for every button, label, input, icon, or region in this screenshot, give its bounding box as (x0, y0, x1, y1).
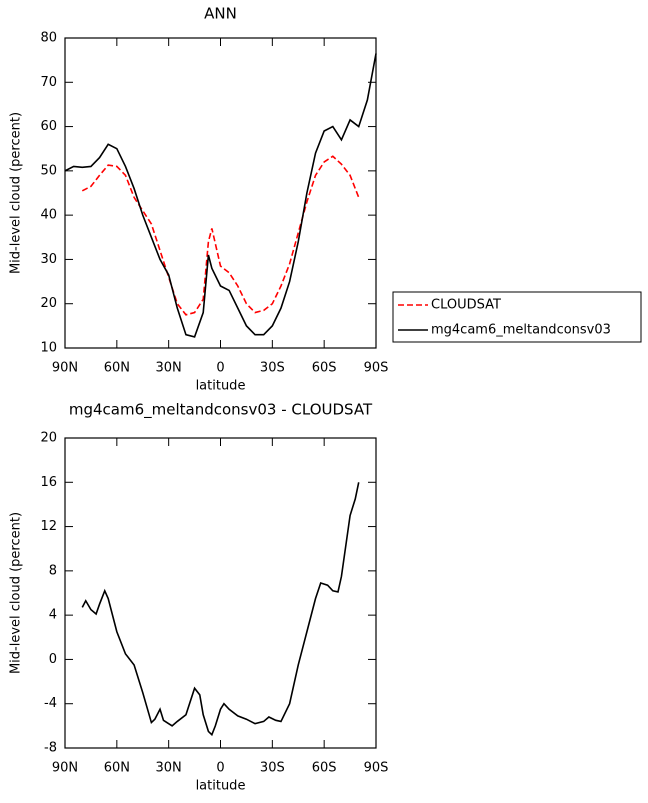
x-tick-label: 60N (104, 361, 130, 376)
x-tick-label: 90N (52, 761, 78, 776)
y-tick-label: 8 (49, 563, 57, 578)
plot-frame (64, 37, 377, 349)
y-tick-label: 20 (40, 431, 57, 446)
legend-label: CLOUDSAT (431, 298, 501, 313)
y-tick-label: 60 (40, 119, 57, 134)
y-tick-label: 0 (49, 652, 57, 667)
x-tick-label: 30N (156, 361, 182, 376)
y-tick-label: 30 (40, 252, 57, 267)
x-tick-label: 90S (364, 761, 389, 776)
y-axis-label: Mid-level cloud (percent) (9, 512, 24, 674)
y-axis-label: Mid-level cloud (percent) (9, 112, 24, 274)
y-tick-label: 4 (49, 608, 57, 623)
y-tick-label: 12 (40, 519, 57, 534)
plot-frame (64, 437, 377, 749)
y-tick-label: 40 (40, 208, 57, 223)
x-tick-label: 90S (364, 361, 389, 376)
legend-label: mg4cam6_meltandconsv03 (431, 323, 611, 338)
y-tick-label: 50 (40, 163, 57, 178)
x-tick-label: 90N (52, 361, 78, 376)
x-tick-label: 60S (312, 361, 337, 376)
x-tick-label: 30S (260, 761, 285, 776)
y-tick-label: 80 (40, 31, 57, 46)
y-tick-label: 70 (40, 75, 57, 90)
chart-title: ANN (204, 5, 237, 23)
legend-box (392, 291, 642, 343)
data-line (64, 53, 377, 338)
x-tick-label: 30S (260, 361, 285, 376)
x-tick-label: 0 (216, 761, 224, 776)
y-tick-label: 16 (40, 475, 57, 490)
x-tick-label: 60N (104, 761, 130, 776)
y-tick-label: 20 (40, 296, 57, 311)
y-tick-label: -8 (44, 741, 57, 756)
chart-title: mg4cam6_meltandconsv03 - CLOUDSAT (69, 401, 373, 420)
x-axis-label: latitude (196, 779, 246, 794)
y-tick-label: 10 (40, 341, 57, 356)
x-tick-label: 60S (312, 761, 337, 776)
data-line (81, 155, 360, 316)
x-tick-label: 0 (216, 361, 224, 376)
data-line (81, 482, 360, 737)
y-tick-label: -4 (44, 696, 57, 711)
x-axis-label: latitude (196, 379, 246, 394)
x-tick-label: 30N (156, 761, 182, 776)
